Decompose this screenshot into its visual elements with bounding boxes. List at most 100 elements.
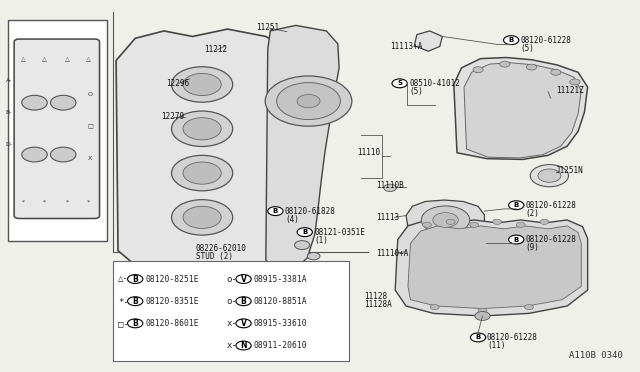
Text: 11121Z: 11121Z xyxy=(556,86,584,95)
Text: 08120-61228: 08120-61228 xyxy=(521,36,572,45)
Circle shape xyxy=(183,73,221,96)
Text: 08120-61228: 08120-61228 xyxy=(487,333,538,342)
Text: V: V xyxy=(241,319,246,328)
Text: B: B xyxy=(273,208,278,214)
Circle shape xyxy=(236,297,251,306)
Text: o-: o- xyxy=(227,275,237,283)
Circle shape xyxy=(172,200,233,235)
Text: B: B xyxy=(302,229,307,235)
Text: (1): (1) xyxy=(314,236,328,245)
Text: V: V xyxy=(241,275,246,283)
Circle shape xyxy=(127,319,143,328)
Circle shape xyxy=(127,297,143,306)
Circle shape xyxy=(294,241,310,250)
Text: D-: D- xyxy=(5,142,12,147)
Circle shape xyxy=(421,206,470,234)
Text: o-: o- xyxy=(227,297,237,306)
Text: 08120-61828: 08120-61828 xyxy=(285,206,336,216)
FancyBboxPatch shape xyxy=(8,20,106,241)
Circle shape xyxy=(307,253,320,260)
Circle shape xyxy=(475,311,490,320)
Text: B: B xyxy=(241,297,246,306)
Circle shape xyxy=(540,219,548,224)
Polygon shape xyxy=(454,58,588,160)
Text: (4): (4) xyxy=(285,215,299,224)
Polygon shape xyxy=(116,29,287,274)
Text: (5): (5) xyxy=(409,87,423,96)
Circle shape xyxy=(51,95,76,110)
Circle shape xyxy=(172,111,233,147)
Text: X: X xyxy=(88,156,92,161)
Text: B: B xyxy=(132,275,138,283)
Circle shape xyxy=(236,341,251,350)
Circle shape xyxy=(516,222,525,227)
Polygon shape xyxy=(464,62,581,158)
Circle shape xyxy=(504,36,519,45)
Circle shape xyxy=(22,95,47,110)
Circle shape xyxy=(430,305,439,310)
Circle shape xyxy=(384,184,396,192)
Text: △-: △- xyxy=(118,275,129,283)
Text: B: B xyxy=(514,237,519,243)
Text: 08915-3381A: 08915-3381A xyxy=(253,275,307,283)
Text: 08911-20610: 08911-20610 xyxy=(253,341,307,350)
Text: x-: x- xyxy=(227,319,237,328)
Text: B: B xyxy=(132,319,138,328)
Text: 11128A: 11128A xyxy=(365,300,392,310)
Text: △: △ xyxy=(42,56,47,61)
Text: STUD (2): STUD (2) xyxy=(196,252,233,262)
Text: B-: B- xyxy=(6,110,12,115)
Text: *: * xyxy=(66,200,69,205)
Text: N: N xyxy=(240,341,247,350)
Text: A110B 0340: A110B 0340 xyxy=(569,350,623,359)
Circle shape xyxy=(172,67,233,102)
Circle shape xyxy=(236,275,251,283)
Text: 08120-8251E: 08120-8251E xyxy=(145,275,199,283)
Circle shape xyxy=(570,79,580,85)
Circle shape xyxy=(297,228,312,237)
Circle shape xyxy=(531,164,568,187)
Text: 08120-8601E: 08120-8601E xyxy=(145,319,199,328)
Circle shape xyxy=(473,67,483,73)
Circle shape xyxy=(493,219,502,224)
Circle shape xyxy=(538,169,561,182)
Circle shape xyxy=(509,201,524,210)
Text: 08510-41012: 08510-41012 xyxy=(409,79,460,88)
Circle shape xyxy=(172,155,233,191)
Text: 11113+A: 11113+A xyxy=(390,42,422,51)
Text: (11): (11) xyxy=(487,341,506,350)
Circle shape xyxy=(183,162,221,184)
Circle shape xyxy=(22,147,47,162)
Circle shape xyxy=(433,212,458,227)
Text: □-: □- xyxy=(118,319,129,328)
Circle shape xyxy=(500,61,510,67)
Circle shape xyxy=(392,79,407,88)
Circle shape xyxy=(478,308,487,313)
Circle shape xyxy=(527,64,537,70)
Polygon shape xyxy=(414,31,442,51)
Circle shape xyxy=(550,69,561,75)
Text: B: B xyxy=(509,37,514,43)
Text: *-: *- xyxy=(118,297,129,306)
Polygon shape xyxy=(395,220,588,316)
Circle shape xyxy=(127,275,143,283)
Text: B: B xyxy=(476,334,481,340)
Polygon shape xyxy=(266,25,339,271)
Text: △: △ xyxy=(21,56,26,61)
Text: B: B xyxy=(514,202,519,208)
Text: □: □ xyxy=(87,124,93,129)
Text: J1251N: J1251N xyxy=(556,166,584,175)
Circle shape xyxy=(183,118,221,140)
Circle shape xyxy=(236,319,251,328)
Text: *: * xyxy=(43,200,46,205)
Text: (2): (2) xyxy=(525,209,539,218)
Circle shape xyxy=(297,94,320,108)
Text: O: O xyxy=(88,92,92,97)
Text: 08915-33610: 08915-33610 xyxy=(253,319,307,328)
Text: 11113: 11113 xyxy=(376,213,399,222)
Circle shape xyxy=(51,147,76,162)
Text: 11110+A: 11110+A xyxy=(376,249,408,258)
Polygon shape xyxy=(406,200,484,241)
Circle shape xyxy=(183,206,221,228)
Text: 11110B: 11110B xyxy=(376,182,404,190)
